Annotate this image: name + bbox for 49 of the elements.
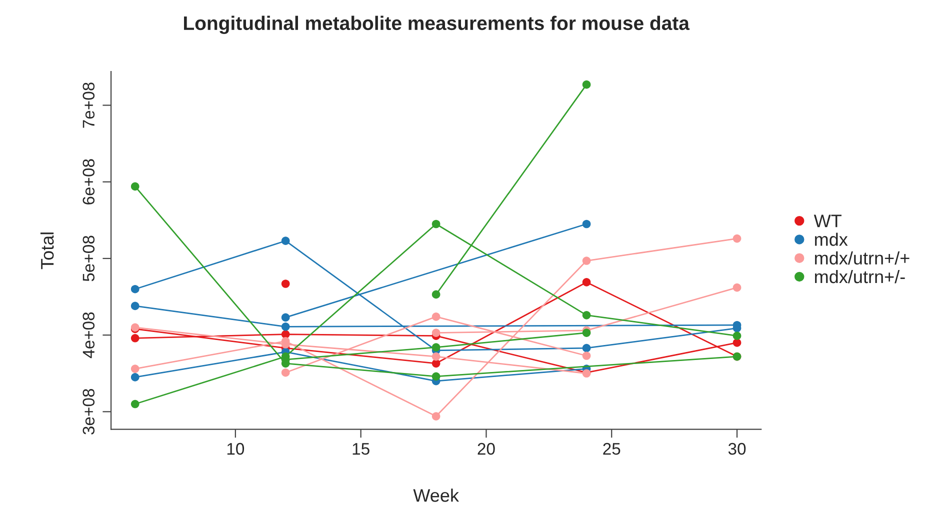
point [281, 280, 290, 288]
y-axis-title: Total [40, 232, 54, 270]
point [732, 283, 742, 292]
point [432, 220, 440, 228]
point [732, 332, 742, 340]
legend-label: mdx/utrn+/- [815, 270, 905, 284]
legend-label: mdx/utrn+/+ [815, 251, 910, 265]
point [582, 80, 591, 89]
chart-title: Longitudinal metabolite measurements for mouse data [184, 16, 690, 34]
point [582, 352, 591, 360]
x-tick-label: 30 [728, 442, 746, 455]
legend-label: WT [814, 214, 842, 228]
point [432, 312, 440, 321]
legend-label: mdx [815, 232, 848, 246]
point [582, 310, 591, 320]
y-tick-label: 4e+08 [82, 312, 95, 358]
x-axis-title: Week [413, 488, 460, 502]
x-tick-label: 20 [478, 442, 495, 455]
point [130, 364, 140, 373]
point [582, 328, 591, 337]
x-tick-label: 15 [352, 443, 370, 455]
point [582, 256, 591, 265]
point [432, 328, 440, 337]
point [130, 302, 140, 310]
point [130, 284, 140, 294]
point [130, 334, 140, 342]
point [582, 344, 591, 352]
point [582, 278, 591, 286]
point [432, 412, 440, 420]
y-tick-label: 3e+08 [82, 389, 95, 434]
point [130, 400, 140, 408]
point [432, 372, 440, 381]
point [732, 234, 742, 243]
point [432, 359, 440, 368]
point [432, 352, 440, 361]
point [432, 343, 440, 352]
point [281, 236, 290, 246]
y-tick-label: 5e+08 [82, 236, 95, 282]
x-tick-label: 10 [227, 442, 244, 455]
point [130, 373, 140, 382]
point [281, 322, 290, 331]
y-tick-label: 6e+08 [82, 159, 95, 204]
point [281, 313, 290, 322]
point [582, 220, 591, 228]
point [432, 290, 440, 299]
x-tick-label: 25 [603, 442, 620, 455]
point [281, 368, 290, 377]
y-tick-label: 7e+08 [82, 82, 95, 128]
point [130, 182, 140, 191]
